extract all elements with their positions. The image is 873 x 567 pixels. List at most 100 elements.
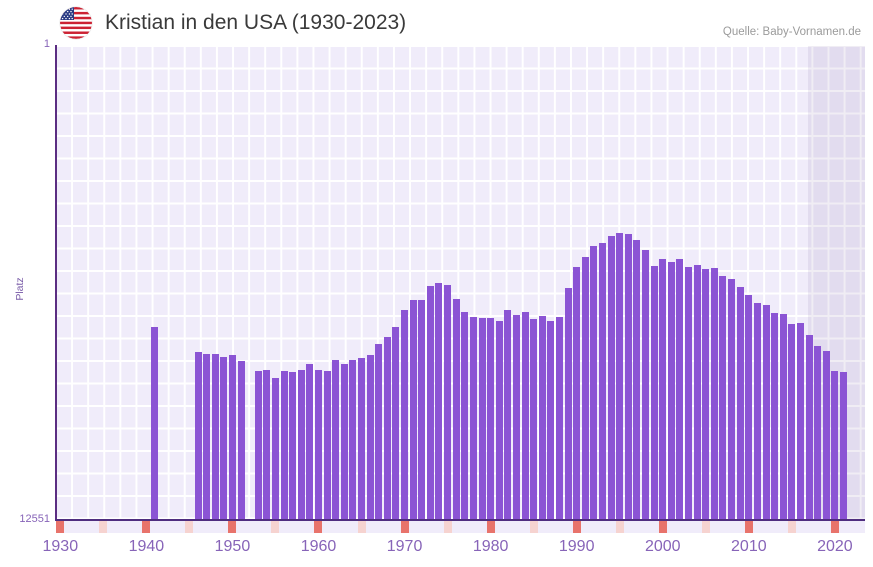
bar-2003[interactable] — [685, 267, 693, 519]
bar-1989[interactable] — [564, 287, 572, 519]
bar-1982[interactable] — [504, 309, 512, 519]
page-title: Kristian in den USA (1930-2023) — [105, 11, 407, 34]
bar-1959[interactable] — [306, 363, 314, 519]
bar-1957[interactable] — [289, 371, 297, 519]
bar-2006[interactable] — [710, 267, 718, 519]
bar-1961[interactable] — [323, 370, 331, 519]
bar-1969[interactable] — [392, 326, 400, 519]
bar-1950[interactable] — [228, 354, 236, 519]
bar-1946[interactable] — [194, 352, 202, 519]
bar-1986[interactable] — [538, 316, 546, 519]
bar-1999[interactable] — [650, 266, 658, 519]
x-tick-1990 — [572, 521, 581, 533]
bar-2007[interactable] — [719, 275, 727, 519]
x-tick-1940 — [142, 521, 151, 533]
bar-1975[interactable] — [444, 285, 452, 519]
bar-1991[interactable] — [581, 257, 589, 519]
bar-1980[interactable] — [487, 318, 495, 519]
bar-1995[interactable] — [616, 232, 624, 519]
bar-1994[interactable] — [607, 236, 615, 519]
bar-1987[interactable] — [547, 320, 555, 519]
bar-2013[interactable] — [771, 313, 779, 519]
x-tick-1980 — [486, 521, 495, 533]
bar-1964[interactable] — [349, 359, 357, 519]
bar-2021[interactable] — [839, 371, 847, 519]
bar-1977[interactable] — [461, 311, 469, 519]
y-axis-top-label: 1 — [43, 38, 50, 50]
y-axis-title: Platz — [14, 277, 26, 301]
x-axis-label-1940: 1940 — [128, 538, 165, 555]
x-tick-2010 — [744, 521, 753, 533]
x-axis-line — [55, 519, 865, 521]
bar-2016[interactable] — [796, 323, 804, 519]
bar-1997[interactable] — [633, 240, 641, 519]
x-tick-1960 — [314, 521, 323, 533]
bar-1984[interactable] — [521, 312, 529, 519]
x-tick-2015 — [787, 521, 796, 533]
bar-1974[interactable] — [435, 283, 443, 519]
bar-2018[interactable] — [814, 345, 822, 519]
x-tick-1970 — [400, 521, 409, 533]
bar-2012[interactable] — [762, 305, 770, 519]
chart-plot-area — [56, 46, 865, 519]
bar-1979[interactable] — [478, 318, 486, 519]
bar-1981[interactable] — [495, 321, 503, 519]
bar-2010[interactable] — [745, 294, 753, 519]
bar-1962[interactable] — [332, 360, 340, 519]
bar-2009[interactable] — [736, 287, 744, 519]
bar-1998[interactable] — [642, 250, 650, 519]
bar-1955[interactable] — [271, 377, 279, 519]
bar-1949[interactable] — [220, 356, 228, 519]
bar-2002[interactable] — [676, 259, 684, 519]
bar-1948[interactable] — [211, 354, 219, 519]
bar-1958[interactable] — [297, 370, 305, 519]
bar-1954[interactable] — [263, 370, 271, 519]
bar-1972[interactable] — [418, 300, 426, 519]
bar-1967[interactable] — [375, 343, 383, 519]
bar-1947[interactable] — [203, 354, 211, 519]
bar-1966[interactable] — [366, 355, 374, 519]
x-tick-1995 — [615, 521, 624, 533]
bar-2000[interactable] — [659, 259, 667, 519]
bar-2014[interactable] — [779, 313, 787, 519]
bar-1971[interactable] — [409, 299, 417, 519]
bar-1941[interactable] — [151, 326, 159, 519]
bar-1976[interactable] — [452, 298, 460, 519]
bar-1973[interactable] — [426, 286, 434, 519]
x-axis-label-1970: 1970 — [386, 538, 423, 555]
bar-1960[interactable] — [314, 370, 322, 519]
bar-2019[interactable] — [822, 351, 830, 519]
bar-1951[interactable] — [237, 360, 245, 519]
bar-1996[interactable] — [624, 234, 632, 519]
bar-2017[interactable] — [805, 335, 813, 519]
bar-1978[interactable] — [469, 317, 477, 519]
x-axis-label-1950: 1950 — [214, 538, 251, 555]
bar-1970[interactable] — [401, 309, 409, 519]
x-axis-label-1990: 1990 — [558, 538, 595, 555]
bar-2001[interactable] — [667, 261, 675, 519]
bar-1988[interactable] — [555, 317, 563, 519]
bar-1983[interactable] — [512, 315, 520, 519]
usa-flag-icon — [60, 7, 92, 39]
x-tick-1950 — [228, 521, 237, 533]
x-tick-2000 — [658, 521, 667, 533]
x-axis-label-2020: 2020 — [817, 538, 853, 555]
bar-1985[interactable] — [530, 318, 538, 519]
bar-1990[interactable] — [573, 267, 581, 519]
bar-1953[interactable] — [254, 370, 262, 519]
bar-2008[interactable] — [728, 278, 736, 519]
bar-2005[interactable] — [702, 269, 710, 519]
bar-2004[interactable] — [693, 264, 701, 519]
bar-2011[interactable] — [753, 303, 761, 519]
bar-1956[interactable] — [280, 370, 288, 519]
bar-1965[interactable] — [358, 357, 366, 519]
bar-1968[interactable] — [383, 336, 391, 519]
bar-series-layer — [56, 46, 865, 519]
y-axis-line — [55, 45, 57, 521]
bar-1993[interactable] — [599, 243, 606, 519]
bar-2015[interactable] — [788, 323, 796, 519]
bar-2020[interactable] — [831, 370, 839, 519]
bar-1963[interactable] — [340, 364, 348, 519]
x-axis-label-2000: 2000 — [644, 538, 681, 555]
bar-1992[interactable] — [590, 245, 598, 519]
